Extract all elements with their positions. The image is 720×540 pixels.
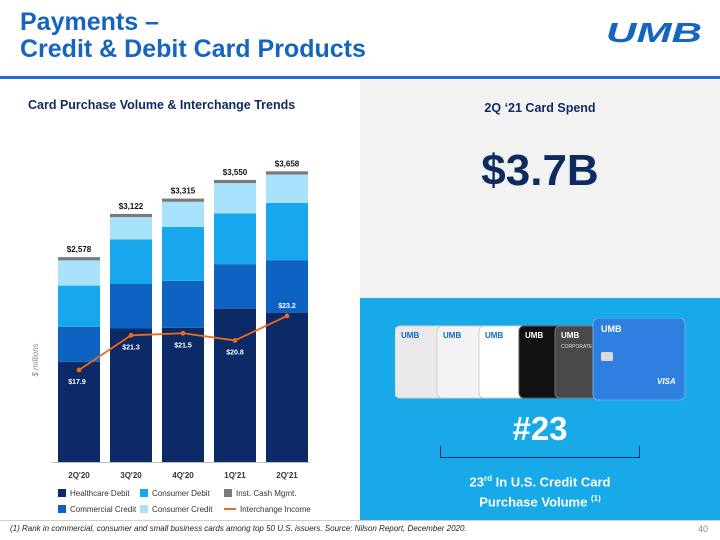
bar-segment-commercial-credit-0 [58,326,100,362]
interchange-income-label-4: $23.2 [278,303,296,310]
ranking-ordinal-suffix: rd [484,474,492,483]
bar-segment-consumer-credit-3 [214,183,256,214]
x-tick-label-4: 2Q'21 [276,471,298,480]
interchange-income-label-0: $17.9 [68,379,86,386]
bar-segment-healthcare-debit-3 [214,308,256,462]
legend-label: Commercial Credit [70,505,137,514]
card-4-brand: UMB [525,331,543,340]
y-axis-label: $ millions [31,343,40,377]
legend-item-commercial-credit: Commercial Credit [58,505,136,514]
legend-item-consumer-debit: Consumer Debit [140,489,210,498]
ranking-caption-line-2: Purchase Volume (1) [360,490,720,510]
title-line-1: Payments – [20,8,159,36]
bar-segment-commercial-credit-2 [162,280,204,328]
title-divider [0,76,720,79]
ranking-caption-line-1: 23rd In U.S. Credit Card [360,470,720,490]
total-label-4: $3,658 [275,159,300,168]
ranking-ordinal: 23 [469,474,484,490]
interchange-income-point-4 [284,313,290,319]
bar-segment-healthcare-debit-1 [110,328,152,462]
ranking-caption-line-2-text: Purchase Volume [479,494,588,510]
bar-segment-inst-cash-mgmt-0 [58,257,100,261]
card-spend-value: $3.7B [481,146,599,195]
bar-segment-consumer-debit-2 [162,226,204,281]
page-number: 40 [697,524,708,534]
legend-label: Interchange Income [240,505,311,514]
legend-line [224,508,236,510]
bar-segment-healthcare-debit-2 [162,327,204,462]
bar-segment-inst-cash-mgmt-1 [110,213,152,218]
ranking-bracket [440,446,640,458]
legend-swatch [58,505,66,513]
ranking-footnote-ref: (1) [590,494,601,504]
bar-segment-inst-cash-mgmt-4 [266,171,308,175]
interchange-income-point-3 [232,338,238,343]
card-6-brand: UMB [601,324,622,334]
legend-swatch [140,505,148,513]
total-label-3: $3,550 [223,168,248,177]
legend-label: Healthcare Debit [70,489,130,498]
bar-segment-consumer-credit-1 [110,217,152,240]
interchange-income-point-2 [180,330,186,336]
legend-label: Inst. Cash Mgmt. [236,489,297,498]
interchange-income-label-3: $20.8 [226,349,244,356]
total-label-0: $2,578 [67,245,92,254]
card-spend-panel [360,80,720,298]
card-3-brand: UMB [485,331,503,340]
bar-segment-consumer-debit-4 [266,202,308,261]
ranking-value: #23 [512,410,568,447]
bar-segment-commercial-credit-3 [214,264,256,309]
legend-item-healthcare-debit: Healthcare Debit [58,489,130,498]
bar-segment-healthcare-debit-0 [58,361,100,462]
bar-segment-consumer-credit-0 [58,260,100,286]
bar-segment-inst-cash-mgmt-3 [214,179,256,184]
bar-segment-healthcare-debit-4 [266,312,308,462]
x-tick-label-3: 1Q'21 [224,471,246,480]
card-6-visa-label: VISA [657,377,676,386]
card-2-brand: UMB [443,331,461,340]
footnote-text: (1) Rank in commercial, consumer and sma… [10,524,467,533]
legend-item-consumer-credit: Consumer Credit [140,505,212,514]
umb-logo: UMB [606,19,702,45]
bar-segment-consumer-debit-3 [214,213,256,265]
legend-item-interchange-income: Interchange Income [224,505,311,514]
x-tick-label-0: 2Q'20 [68,471,90,480]
footnote-bar [0,520,720,540]
card-5-corporate-label: CORPORATE [561,344,593,350]
chart-title: Card Purchase Volume & Interchange Trend… [28,98,296,112]
card-5-brand: UMB [561,331,579,340]
legend-swatch [58,489,66,497]
total-label-1: $3,122 [119,202,144,211]
bar-segment-inst-cash-mgmt-2 [162,198,204,202]
umb-logo-text: UMB [606,19,702,45]
legend-item-inst-cash-mgmt: Inst. Cash Mgmt. [224,489,296,498]
legend-swatch [140,489,148,497]
ranking-caption: 23rd In U.S. Credit Card Purchase Volume… [360,470,720,511]
total-label-2: $3,315 [171,187,196,196]
legend-swatch [224,489,232,497]
interchange-income-point-1 [128,332,134,338]
interchange-income-label-2: $21.5 [174,342,192,349]
bar-segment-consumer-debit-0 [58,285,100,327]
slide-title: Payments – Credit & Debit Card Products [20,9,366,63]
interchange-income-point-0 [76,367,82,373]
interchange-income-label-1: $21.3 [122,344,140,351]
title-line-2: Credit & Debit Card Products [20,35,366,63]
bar-segment-consumer-credit-4 [266,174,308,203]
legend-label: Consumer Debit [152,489,210,498]
ranking-caption-rest: In U.S. Credit Card [492,474,611,490]
bar-segment-commercial-credit-1 [110,284,152,329]
credit-cards-image: UMB UMB UMB UMB UMB CORPORATE UMB VISA [395,318,686,401]
bar-segment-consumer-debit-1 [110,239,152,285]
card-1-brand: UMB [401,331,419,340]
card-6: UMB VISA [592,318,686,401]
card-spend-label: 2Q ‘21 Card Spend [484,101,596,115]
x-tick-label-2: 4Q'20 [172,471,194,480]
bar-segment-commercial-credit-4 [266,260,308,313]
x-tick-label-1: 3Q'20 [120,471,142,480]
card-volume-chart: $2,578 2Q'20 $3,122 3Q'20 $3,315 4Q'20 $3,550 1… [31,159,310,480]
legend-label: Consumer Credit [152,505,213,514]
bar-segment-consumer-credit-2 [162,201,204,227]
